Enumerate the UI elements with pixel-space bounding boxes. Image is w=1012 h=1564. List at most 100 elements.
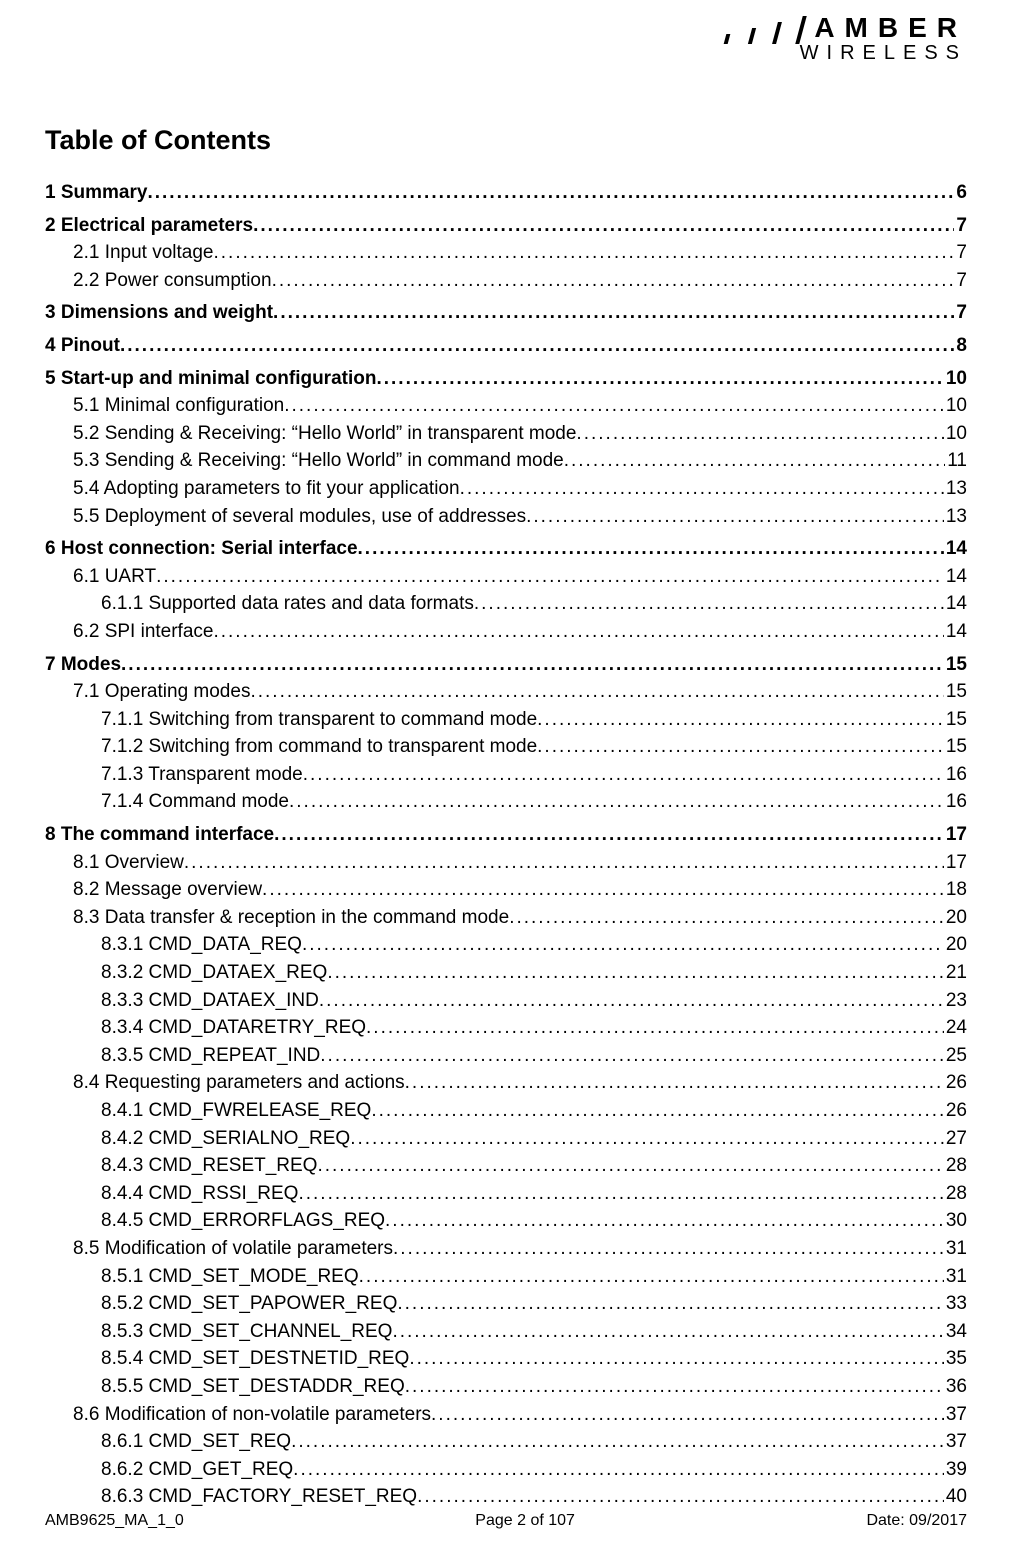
toc-leader-dots — [474, 591, 944, 618]
toc-page-number: 15 — [944, 679, 967, 706]
toc-entry: 2 Electrical parameters7 — [45, 213, 967, 240]
toc-leader-dots — [385, 1208, 944, 1235]
toc-entry: 8.5.2 CMD_SET_PAPOWER_REQ33 — [101, 1291, 967, 1318]
toc-label: 8.5.5 CMD_SET_DESTADDR_REQ — [101, 1374, 405, 1401]
toc-entry: 8.6.2 CMD_GET_REQ39 — [101, 1457, 967, 1484]
footer-date: Date: 09/2017 — [866, 1512, 967, 1530]
toc-leader-dots — [397, 1291, 944, 1318]
toc-label: 8.3.4 CMD_DATARETRY_REQ — [101, 1015, 366, 1042]
toc-leader-dots — [576, 421, 943, 448]
toc-page-number: 27 — [944, 1126, 967, 1153]
toc-entry: 7.1.1 Switching from transparent to comm… — [101, 707, 967, 734]
toc-leader-dots — [214, 240, 955, 267]
toc-group: 8 The command interface178.1 Overview178… — [45, 822, 967, 1511]
toc-label: 8.2 Message overview — [73, 877, 262, 904]
toc-page-number: 34 — [944, 1319, 967, 1346]
toc-label: 8.5.3 CMD_SET_CHANNEL_REQ — [101, 1319, 392, 1346]
toc-page-number: 17 — [944, 822, 967, 849]
toc-label: 8.5.4 CMD_SET_DESTNETID_REQ — [101, 1346, 409, 1373]
toc-leader-dots — [509, 905, 944, 932]
toc-entry: 8.5.5 CMD_SET_DESTADDR_REQ36 — [101, 1374, 967, 1401]
toc-group: 1 Summary6 — [45, 180, 967, 207]
toc-leader-dots — [460, 476, 944, 503]
toc-leader-dots — [392, 1319, 943, 1346]
logo-bars-icon — [725, 12, 806, 44]
toc-leader-dots — [250, 679, 943, 706]
toc-label: 8.4.1 CMD_FWRELEASE_REQ — [101, 1098, 371, 1125]
footer-doc-id: AMB9625_MA_1_0 — [45, 1512, 184, 1530]
brand-logo: AMBER WIRELESS — [725, 12, 967, 65]
toc-entry: 5.2 Sending & Receiving: “Hello World” i… — [73, 421, 967, 448]
toc-entry: 5.3 Sending & Receiving: “Hello World” i… — [73, 448, 967, 475]
toc-entry: 8.3.1 CMD_DATA_REQ 20 — [101, 932, 967, 959]
toc-entry: 7.1 Operating modes15 — [73, 679, 967, 706]
document-page: AMBER WIRELESS Table of Contents 1 Summa… — [0, 0, 1012, 1564]
toc-page-number: 25 — [944, 1043, 967, 1070]
toc-page-number: 37 — [944, 1429, 967, 1456]
toc-page-number: 7 — [954, 240, 967, 267]
toc-label: 6.1 UART — [73, 564, 156, 591]
toc-entry: 8.4.4 CMD_RSSI_REQ28 — [101, 1181, 967, 1208]
toc-page-number: 28 — [944, 1153, 967, 1180]
toc-page-number: 31 — [944, 1264, 967, 1291]
toc-leader-dots — [156, 564, 944, 591]
toc-page-number: 14 — [944, 536, 967, 563]
toc-leader-dots — [121, 652, 944, 679]
toc-label: 8.6.2 CMD_GET_REQ — [101, 1457, 293, 1484]
toc-page-number: 35 — [944, 1346, 967, 1373]
toc-page-number: 7 — [954, 268, 967, 295]
toc-label: 8.3.5 CMD_REPEAT_IND — [101, 1043, 320, 1070]
toc-entry: 7.1.3 Transparent mode16 — [101, 762, 967, 789]
toc-label: 8.3.1 CMD_DATA_REQ — [101, 932, 302, 959]
toc-label: 3 Dimensions and weight — [45, 300, 273, 327]
toc-label: 8.3 Data transfer & reception in the com… — [73, 905, 509, 932]
toc-leader-dots — [184, 850, 944, 877]
toc-entry: 8.2 Message overview18 — [73, 877, 967, 904]
toc-entry: 8.1 Overview17 — [73, 850, 967, 877]
footer-page-number: Page 2 of 107 — [475, 1512, 575, 1530]
toc-leader-dots — [371, 1098, 944, 1125]
toc-entry: 2.2 Power consumption7 — [73, 268, 967, 295]
toc-entry: 8.3.5 CMD_REPEAT_IND 25 — [101, 1043, 967, 1070]
toc-label: 8.6.1 CMD_SET_REQ — [101, 1429, 291, 1456]
toc-label: 5.2 Sending & Receiving: “Hello World” i… — [73, 421, 576, 448]
toc-label: 6.1.1 Supported data rates and data form… — [101, 591, 474, 618]
toc-page-number: 30 — [944, 1208, 967, 1235]
toc-page-number: 14 — [944, 591, 967, 618]
toc-label: 7.1.1 Switching from transparent to comm… — [101, 707, 537, 734]
toc-page-number: 13 — [944, 476, 967, 503]
toc-entry: 6 Host connection: Serial interface14 — [45, 536, 967, 563]
toc-leader-dots — [320, 1043, 944, 1070]
table-of-contents: 1 Summary6 2 Electrical parameters72.1 In… — [45, 180, 967, 1511]
toc-page-number: 20 — [944, 932, 967, 959]
toc-entry: 8.3.4 CMD_DATARETRY_REQ24 — [101, 1015, 967, 1042]
logo-top-row: AMBER — [725, 12, 967, 44]
toc-leader-dots — [358, 536, 944, 563]
toc-entry: 2.1 Input voltage7 — [73, 240, 967, 267]
toc-leader-dots — [291, 1429, 944, 1456]
toc-entry: 7 Modes15 — [45, 652, 967, 679]
toc-page-number: 20 — [944, 905, 967, 932]
toc-entry: 6.2 SPI interface14 — [73, 619, 967, 646]
toc-label: 1 Summary — [45, 180, 147, 207]
toc-leader-dots — [284, 393, 944, 420]
toc-entry: 5.4 Adopting parameters to fit your appl… — [73, 476, 967, 503]
toc-page-number: 31 — [944, 1236, 967, 1263]
toc-leader-dots — [298, 1181, 943, 1208]
toc-leader-dots — [274, 822, 944, 849]
toc-leader-dots — [564, 448, 946, 475]
toc-label: 4 Pinout — [45, 333, 120, 360]
toc-entry: 8.5.1 CMD_SET_MODE_REQ31 — [101, 1264, 967, 1291]
toc-label: 7 Modes — [45, 652, 121, 679]
logo-name: AMBER — [814, 12, 967, 44]
toc-group: 4 Pinout8 — [45, 333, 967, 360]
toc-page-number: 33 — [944, 1291, 967, 1318]
toc-leader-dots — [319, 988, 944, 1015]
toc-leader-dots — [359, 1264, 944, 1291]
toc-entry: 8.6 Modification of non-volatile paramet… — [73, 1402, 967, 1429]
toc-page-number: 10 — [944, 421, 967, 448]
toc-leader-dots — [405, 1070, 944, 1097]
toc-group: 7 Modes157.1 Operating modes157.1.1 Swit… — [45, 652, 967, 817]
toc-label: 8.4.3 CMD_RESET_REQ — [101, 1153, 317, 1180]
toc-label: 5.3 Sending & Receiving: “Hello World” i… — [73, 448, 564, 475]
